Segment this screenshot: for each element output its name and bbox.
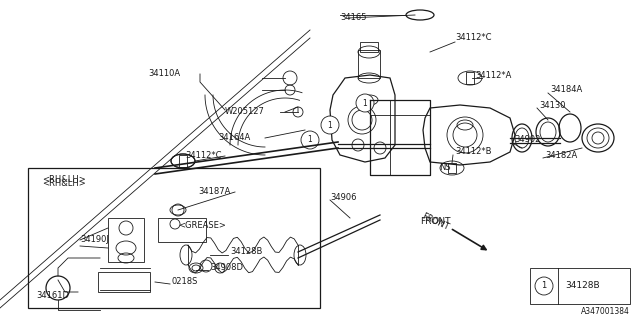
Text: FRONT: FRONT [420, 218, 451, 227]
Text: 1: 1 [363, 99, 367, 108]
Text: 0218S: 0218S [172, 277, 198, 286]
Bar [530, 268, 630, 304]
Text: NS: NS [439, 164, 451, 172]
Bar [179, 155, 187, 167]
Text: 34112*C: 34112*C [185, 151, 221, 161]
Text: <RH&LH>: <RH&LH> [42, 179, 86, 188]
Bar [360, 42, 378, 52]
Text: 34182A: 34182A [545, 150, 577, 159]
Circle shape [119, 221, 133, 235]
Circle shape [301, 131, 319, 149]
Text: A347001384: A347001384 [581, 308, 630, 316]
Bar [108, 218, 144, 262]
Text: 34187A: 34187A [198, 188, 230, 196]
Text: 34112*C: 34112*C [455, 34, 492, 43]
Text: 34902: 34902 [514, 135, 540, 145]
Circle shape [321, 116, 339, 134]
Text: W205127: W205127 [225, 108, 265, 116]
Text: 1: 1 [328, 121, 332, 130]
Bar [358, 50, 380, 78]
Text: <RH&LH>: <RH&LH> [42, 175, 86, 185]
Text: 34906: 34906 [330, 194, 356, 203]
Bar [98, 272, 150, 292]
Text: 34190J: 34190J [80, 236, 109, 244]
Bar [448, 163, 456, 173]
Text: 34161D: 34161D [36, 292, 69, 300]
Bar [158, 218, 206, 242]
Text: 34164A: 34164A [218, 133, 250, 142]
Text: 1: 1 [541, 282, 547, 291]
Text: 1: 1 [308, 135, 312, 145]
Text: <GREASE>: <GREASE> [178, 220, 226, 229]
Text: 34128B: 34128B [230, 247, 262, 257]
Bar [28, 168, 320, 308]
Text: 34128B: 34128B [565, 282, 600, 291]
Text: 34165: 34165 [340, 13, 367, 22]
Text: 34184A: 34184A [550, 85, 582, 94]
Bar [466, 72, 474, 84]
Text: 34130: 34130 [539, 100, 566, 109]
Text: 34908D: 34908D [210, 263, 243, 273]
Text: 34112*A: 34112*A [475, 70, 511, 79]
Circle shape [356, 94, 374, 112]
Text: FRONT: FRONT [420, 212, 450, 232]
Text: 34110A: 34110A [148, 69, 180, 78]
Text: 34112*B: 34112*B [455, 148, 492, 156]
